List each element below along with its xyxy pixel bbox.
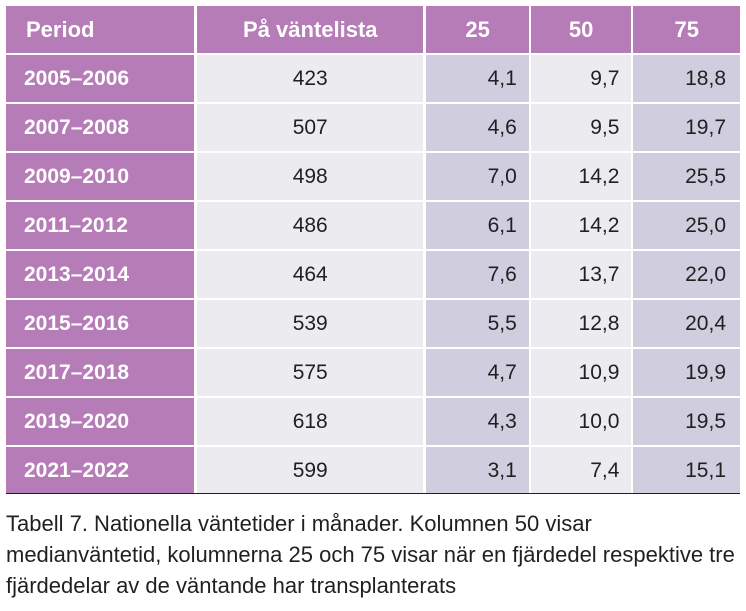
table-caption: Tabell 7. Nationella väntetider i månade… [6, 511, 735, 598]
waiting-times-table: Period På väntelista 25 50 75 2005–2006 4… [6, 6, 740, 494]
p75-cell: 19,9 [633, 349, 740, 396]
waiting-list-cell: 498 [197, 153, 424, 200]
table-row: 2007–2008 507 4,6 9,5 19,7 [6, 104, 740, 151]
header-waiting-list: På väntelista [197, 6, 424, 53]
median-cell: 13,7 [530, 251, 632, 298]
p25-cell: 4,6 [426, 104, 529, 151]
median-cell: 10,9 [530, 349, 632, 396]
table-row: 2009–2010 498 7,0 14,2 25,5 [6, 153, 740, 200]
median-cell: 9,7 [530, 55, 632, 102]
p25-cell: 4,1 [426, 55, 529, 102]
p75-cell: 15,1 [633, 447, 740, 494]
p75-cell: 19,7 [633, 104, 740, 151]
median-cell: 14,2 [530, 153, 632, 200]
period-cell: 2009–2010 [6, 153, 195, 200]
period-cell: 2011–2012 [6, 202, 195, 249]
waiting-list-cell: 423 [197, 55, 424, 102]
waiting-list-cell: 575 [197, 349, 424, 396]
header-50: 50 [530, 6, 632, 53]
period-cell: 2005–2006 [6, 55, 195, 102]
period-cell: 2013–2014 [6, 251, 195, 298]
table-row: 2015–2016 539 5,5 12,8 20,4 [6, 300, 740, 347]
table-row: 2021–2022 599 3,1 7,4 15,1 [6, 447, 740, 494]
table-row: 2017–2018 575 4,7 10,9 19,9 [6, 349, 740, 396]
p25-cell: 4,7 [426, 349, 529, 396]
caption-divider [6, 493, 740, 494]
period-cell: 2019–2020 [6, 398, 195, 445]
median-cell: 7,4 [530, 447, 632, 494]
p75-cell: 18,8 [633, 55, 740, 102]
period-cell: 2017–2018 [6, 349, 195, 396]
median-cell: 12,8 [530, 300, 632, 347]
p75-cell: 25,5 [633, 153, 740, 200]
median-cell: 9,5 [530, 104, 632, 151]
waiting-list-cell: 599 [197, 447, 424, 494]
median-cell: 14,2 [530, 202, 632, 249]
waiting-list-cell: 539 [197, 300, 424, 347]
median-cell: 10,0 [530, 398, 632, 445]
p25-cell: 4,3 [426, 398, 529, 445]
waiting-list-cell: 486 [197, 202, 424, 249]
header-period: Period [6, 6, 195, 53]
p75-cell: 22,0 [633, 251, 740, 298]
period-cell: 2021–2022 [6, 447, 195, 494]
p75-cell: 25,0 [633, 202, 740, 249]
waiting-list-cell: 618 [197, 398, 424, 445]
table-row: 2013–2014 464 7,6 13,7 22,0 [6, 251, 740, 298]
table-row: 2019–2020 618 4,3 10,0 19,5 [6, 398, 740, 445]
p25-cell: 6,1 [426, 202, 529, 249]
p75-cell: 19,5 [633, 398, 740, 445]
p25-cell: 7,6 [426, 251, 529, 298]
header-75: 75 [633, 6, 740, 53]
p25-cell: 5,5 [426, 300, 529, 347]
p75-cell: 20,4 [633, 300, 740, 347]
period-cell: 2015–2016 [6, 300, 195, 347]
waiting-list-cell: 464 [197, 251, 424, 298]
table-header-row: Period På väntelista 25 50 75 [6, 6, 740, 53]
p25-cell: 3,1 [426, 447, 529, 494]
period-cell: 2007–2008 [6, 104, 195, 151]
waiting-list-cell: 507 [197, 104, 424, 151]
table-row: 2005–2006 423 4,1 9,7 18,8 [6, 55, 740, 102]
table-row: 2011–2012 486 6,1 14,2 25,0 [6, 202, 740, 249]
header-25: 25 [426, 6, 529, 53]
p25-cell: 7,0 [426, 153, 529, 200]
